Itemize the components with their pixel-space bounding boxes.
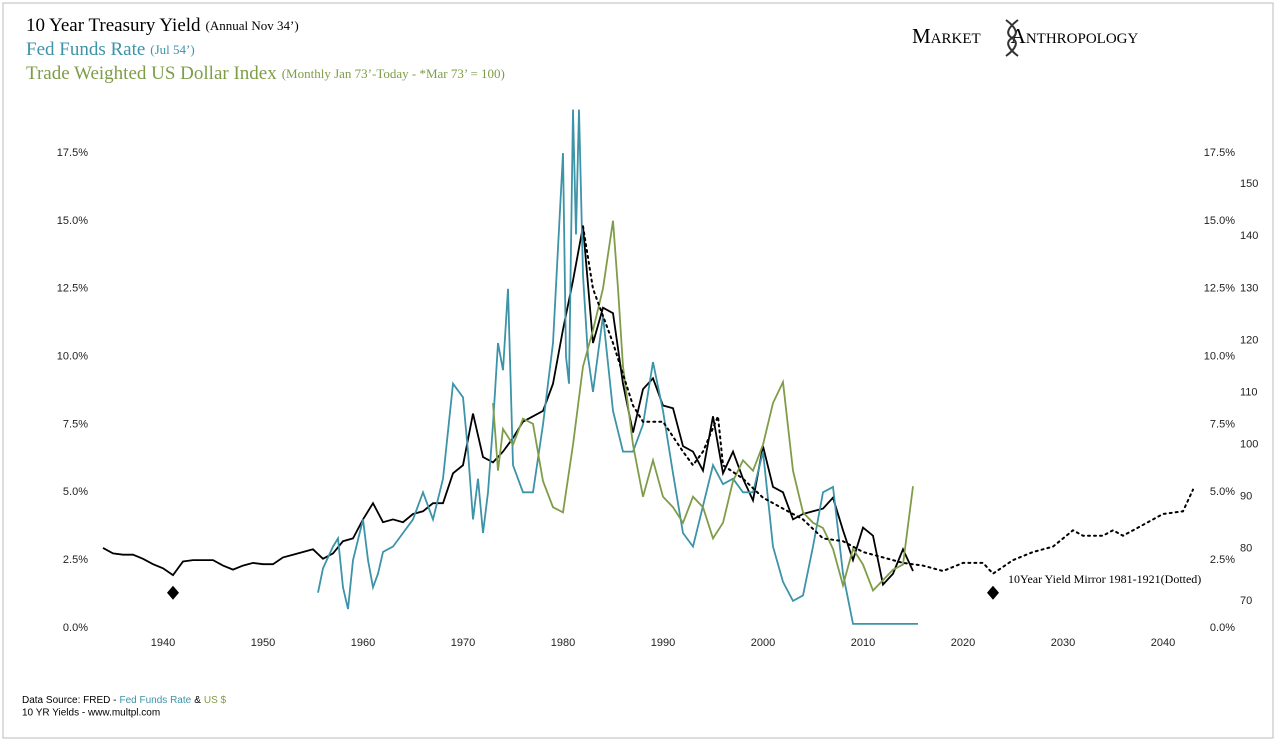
y2-tick-label: 100 bbox=[1240, 439, 1258, 451]
x-tick-label: 2010 bbox=[851, 637, 875, 649]
y-right-tick-label: 15.0% bbox=[1204, 215, 1235, 227]
source-line-2: 10 YR Yields - www.multpl.com bbox=[22, 708, 160, 719]
y-tick-label: 17.5% bbox=[57, 147, 88, 159]
y2-tick-label: 90 bbox=[1240, 491, 1252, 503]
marker bbox=[987, 585, 999, 600]
x-tick-label: 2030 bbox=[1051, 637, 1075, 649]
y-right-tick-label: 0.0% bbox=[1210, 622, 1235, 634]
x-tick-label: 1960 bbox=[351, 637, 375, 649]
title-2: Fed Funds Rate (Jul 54’) bbox=[26, 39, 195, 60]
logo-icon bbox=[1005, 19, 1019, 57]
y-tick-label: 7.5% bbox=[63, 418, 88, 430]
title-1: 10 Year Treasury Yield (Annual Nov 34’) bbox=[26, 15, 299, 36]
title-3: Trade Weighted US Dollar Index (Monthly J… bbox=[26, 63, 505, 84]
series-line bbox=[582, 225, 1194, 576]
y2-tick-label: 140 bbox=[1240, 230, 1258, 242]
series-line bbox=[492, 220, 914, 593]
y-tick-label: 0.0% bbox=[63, 622, 88, 634]
y-right-tick-label: 2.5% bbox=[1210, 554, 1235, 566]
annotation: 10Year Yield Mirror 1981-1921(Dotted) bbox=[1008, 572, 1201, 586]
marker bbox=[167, 585, 179, 600]
x-tick-label: 2020 bbox=[951, 637, 975, 649]
y-right-tick-label: 7.5% bbox=[1210, 418, 1235, 430]
y2-tick-label: 70 bbox=[1240, 595, 1252, 607]
y-tick-label: 10.0% bbox=[57, 351, 88, 363]
y2-tick-label: 110 bbox=[1240, 386, 1258, 398]
y-tick-label: 12.5% bbox=[57, 283, 88, 295]
x-tick-label: 1950 bbox=[251, 637, 275, 649]
y2-tick-label: 130 bbox=[1240, 282, 1258, 294]
x-tick-label: 2040 bbox=[1151, 637, 1175, 649]
x-tick-label: 2000 bbox=[751, 637, 775, 649]
series-line bbox=[317, 109, 918, 625]
x-tick-label: 1940 bbox=[151, 637, 175, 649]
x-tick-label: 1980 bbox=[551, 637, 575, 649]
y2-tick-label: 150 bbox=[1240, 178, 1258, 190]
y2-tick-label: 80 bbox=[1240, 543, 1252, 555]
y-tick-label: 5.0% bbox=[63, 486, 88, 498]
x-tick-label: 1970 bbox=[451, 637, 475, 649]
logo: Market Anthropology bbox=[912, 24, 1139, 48]
y-right-tick-label: 5.0% bbox=[1210, 486, 1235, 498]
y2-tick-label: 120 bbox=[1240, 334, 1258, 346]
y-right-tick-label: 10.0% bbox=[1204, 351, 1235, 363]
source-line-1: Data Source: FRED - Fed Funds Rate & US $ bbox=[22, 695, 227, 706]
x-tick-label: 1990 bbox=[651, 637, 675, 649]
y-right-tick-label: 17.5% bbox=[1204, 147, 1235, 159]
y-right-tick-label: 12.5% bbox=[1204, 283, 1235, 295]
series-line bbox=[102, 226, 914, 587]
y-tick-label: 15.0% bbox=[57, 215, 88, 227]
y-tick-label: 2.5% bbox=[63, 554, 88, 566]
